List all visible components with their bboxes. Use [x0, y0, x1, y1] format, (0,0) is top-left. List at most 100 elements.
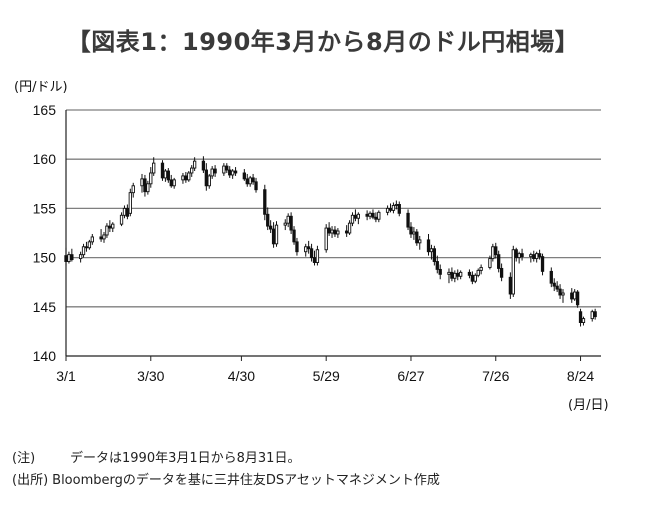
candle-body	[438, 268, 442, 275]
candle-body	[111, 223, 115, 229]
candle-body	[327, 227, 331, 234]
candle-body	[549, 270, 553, 284]
candle-body	[473, 274, 477, 282]
candle-body	[555, 285, 559, 290]
candle-body	[394, 204, 399, 206]
candle-body	[345, 230, 349, 234]
candle-body	[356, 213, 360, 219]
candle-body	[105, 225, 109, 236]
candle-body	[336, 230, 340, 235]
candle-body	[81, 246, 86, 256]
candle-body	[371, 212, 375, 218]
candle-body	[108, 225, 112, 229]
candle-body	[207, 175, 211, 187]
candle-body	[309, 248, 314, 259]
candle-body	[245, 178, 249, 185]
candle-body	[292, 229, 296, 243]
candle-body	[204, 169, 208, 187]
candle-body	[131, 185, 135, 194]
candle-body	[87, 241, 92, 249]
candle-body	[368, 212, 372, 217]
candle-body	[575, 291, 580, 306]
candle-body	[499, 267, 504, 278]
note-text: データは1990年3月1日から8月31日。	[70, 451, 301, 466]
candle-body	[511, 249, 515, 295]
candle-body	[122, 207, 127, 216]
y-tick-label: 165	[33, 102, 57, 118]
candle-body	[268, 225, 273, 230]
candle-body	[289, 215, 293, 231]
note-line: (注) データは1990年3月1日から8月31日。	[12, 447, 300, 466]
candle-body	[573, 291, 577, 300]
candle-body	[90, 236, 94, 243]
candle-body	[467, 271, 472, 276]
candle-body	[228, 169, 232, 176]
x-tick-label: 6/27	[397, 368, 424, 384]
y-tick-label: 160	[33, 151, 57, 167]
candle-body	[84, 246, 89, 249]
candle-body	[435, 261, 439, 270]
x-tick-label: 3/30	[137, 368, 164, 384]
candle-body	[140, 178, 144, 187]
candle-body	[143, 178, 147, 193]
candle-body	[254, 181, 258, 191]
y-tick-label: 150	[33, 250, 57, 266]
candle-body	[160, 162, 165, 179]
candle-body	[385, 207, 390, 213]
candle-body	[70, 254, 74, 261]
candle-body	[365, 213, 369, 217]
candle-body	[172, 179, 176, 187]
candle-body	[581, 318, 586, 323]
candle-body	[166, 170, 170, 181]
x-tick-label: 7/26	[482, 368, 509, 384]
candle-body	[456, 272, 460, 277]
candle-body	[119, 214, 124, 225]
candle-body	[532, 254, 536, 260]
candle-body	[347, 222, 352, 234]
candle-body	[64, 255, 68, 262]
candle-body	[102, 234, 106, 240]
candle-body	[67, 254, 71, 262]
source-line: (出所) Bloombergのデータを基に三井住友DSアセットマネジメント作成	[12, 469, 440, 488]
candle-body	[78, 254, 83, 260]
candle-body	[459, 271, 463, 277]
y-tick-label: 145	[33, 299, 57, 315]
candle-body	[271, 228, 276, 245]
candle-body	[426, 239, 431, 253]
candle-body	[353, 214, 358, 219]
x-tick-label: 8/24	[567, 368, 594, 384]
candle-body	[497, 254, 501, 269]
candle-body	[391, 204, 396, 211]
x-tick-label: 4/30	[228, 368, 255, 384]
candle-body	[295, 241, 299, 253]
candle-body	[201, 160, 206, 171]
candle-body	[479, 266, 483, 271]
candle-body	[333, 229, 337, 235]
candle-body	[307, 246, 311, 250]
y-tick-label: 155	[33, 200, 57, 216]
candle-body	[570, 292, 574, 300]
candle-body	[128, 192, 132, 214]
candle-body	[330, 229, 334, 234]
candle-body	[286, 215, 290, 224]
candle-body	[230, 170, 235, 176]
candle-body	[558, 288, 562, 296]
x-axis-unit-label: (月/日)	[568, 398, 609, 413]
candle-body	[315, 249, 320, 263]
x-tick-label: 3/1	[56, 368, 76, 384]
candle-body	[184, 175, 188, 181]
source-text: Bloombergのデータを基に三井住友DSアセットマネジメント作成	[52, 473, 440, 488]
candle-body	[412, 231, 416, 235]
candle-body	[374, 216, 378, 220]
candle-body	[561, 292, 565, 296]
candle-body	[397, 204, 401, 214]
y-tick-label: 140	[33, 348, 57, 364]
candle-body	[406, 212, 410, 228]
candle-body	[415, 231, 419, 244]
candle-body	[242, 172, 246, 180]
candle-body	[149, 172, 153, 185]
source-label: (出所)	[12, 473, 49, 488]
candle-body	[590, 311, 594, 320]
candle-body	[447, 271, 451, 275]
